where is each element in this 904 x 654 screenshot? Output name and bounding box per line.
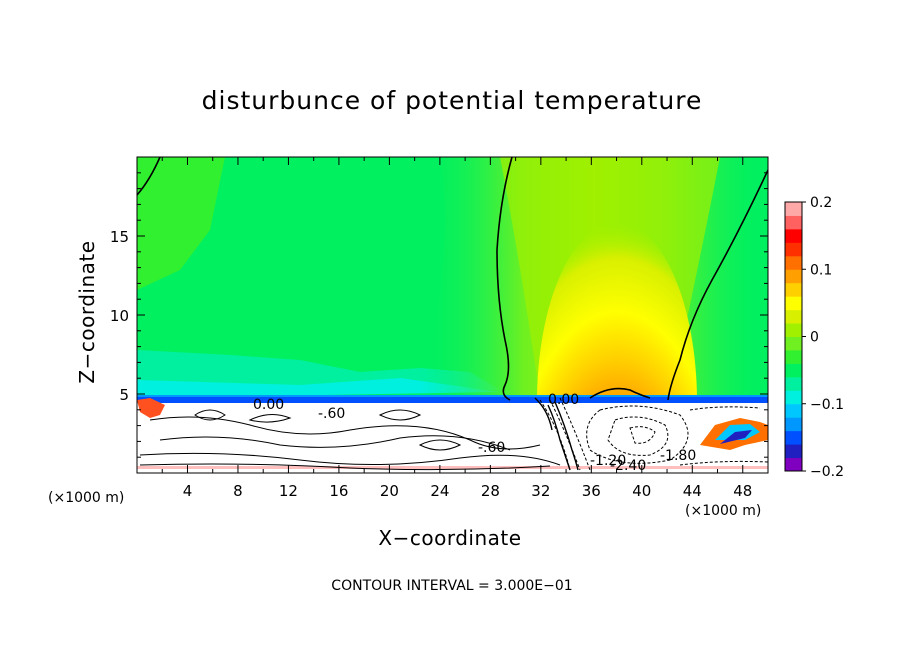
colorbar-swatch — [785, 457, 802, 472]
colorbar: 0.2 0.1 0 −0.1 −0.2 — [784, 195, 844, 480]
contour-labels: 0.00 0.00 -.60 -2.40 -1.80 -.60 -1.20 — [253, 392, 696, 474]
x-tick-label: 32 — [531, 482, 550, 500]
contour-label: -1.20 — [590, 453, 626, 469]
colorbar-swatch — [785, 444, 802, 459]
y-ticks: 5 10 15 — [110, 172, 768, 458]
chart-title: disturbunce of potential temperature — [201, 86, 703, 115]
colorbar-swatch — [785, 202, 802, 216]
colorbar-swatch — [785, 403, 802, 418]
x-tick-label: 20 — [380, 482, 399, 500]
colorbar-label: −0.2 — [810, 464, 844, 480]
y-tick-label: 5 — [119, 386, 129, 404]
colorbar-swatch — [785, 215, 802, 230]
x-tick-label: 8 — [233, 482, 243, 500]
x-tick-label: 44 — [683, 482, 702, 500]
contour-label: 0.00 — [548, 392, 579, 408]
colorbar-swatch — [785, 296, 802, 311]
contour-zero-left — [496, 157, 513, 401]
field-cyan-band-2 — [137, 378, 500, 398]
colorbar-swatch — [785, 390, 802, 405]
x-tick-label: 36 — [582, 482, 601, 500]
contour-lines — [137, 157, 768, 401]
contour-lines-lower — [139, 409, 561, 471]
colorbar-swatch — [785, 242, 802, 257]
contour-tangle — [534, 397, 579, 471]
x-tick-label: 12 — [279, 482, 298, 500]
field-upper-left — [137, 157, 225, 290]
contour-label: -1.80 — [660, 448, 696, 464]
plot-field — [137, 157, 768, 473]
colorbar-swatch — [785, 417, 802, 432]
colorbar-swatch — [785, 376, 802, 391]
colorbar-swatch — [785, 309, 802, 324]
contour-left — [137, 157, 161, 196]
contour-label: -.60 — [318, 406, 345, 422]
x-tick-label: 48 — [733, 482, 752, 500]
contour-label: 0.00 — [253, 397, 284, 413]
colorbar-swatch — [785, 336, 802, 351]
contour-interval: CONTOUR INTERVAL = 3.000E−01 — [331, 578, 573, 594]
contour-label: -2.40 — [610, 458, 646, 474]
contour-label: -.60 — [478, 440, 505, 456]
y-tick-label: 15 — [110, 228, 129, 246]
colorbar-swatch — [785, 228, 802, 243]
x-tick-label: 28 — [481, 482, 500, 500]
warm-spot-left — [137, 398, 165, 418]
colorbar-swatch — [785, 282, 802, 297]
x-axis-label: X−coordinate — [378, 526, 522, 550]
colorbar-swatch — [785, 430, 802, 445]
x-units-left: (×1000 m) — [48, 490, 125, 506]
x-ticks: 4 8 12 16 20 24 28 32 36 40 44 48 — [161, 157, 752, 500]
colorbar-swatch — [785, 349, 802, 364]
y-tick-label: 10 — [110, 307, 129, 325]
x-units-right: (×1000 m) — [685, 503, 762, 519]
colorbar-label: 0.2 — [810, 195, 832, 211]
contour-zero-right — [667, 169, 768, 401]
contour-plume-core — [589, 387, 651, 399]
colorbar-swatch — [785, 363, 802, 378]
colorbar-label: −0.1 — [810, 397, 844, 413]
layer-blue-strip — [137, 397, 768, 403]
x-tick-label: 40 — [632, 482, 651, 500]
colorbar-label: 0.1 — [810, 262, 832, 278]
x-tick-label: 4 — [183, 482, 193, 500]
x-tick-label: 24 — [430, 482, 449, 500]
colorbar-swatch — [785, 323, 802, 337]
x-tick-label: 16 — [329, 482, 348, 500]
colorbar-label: 0 — [810, 330, 819, 346]
colorbar-swatch — [785, 255, 802, 270]
colorbar-swatch — [785, 269, 802, 284]
